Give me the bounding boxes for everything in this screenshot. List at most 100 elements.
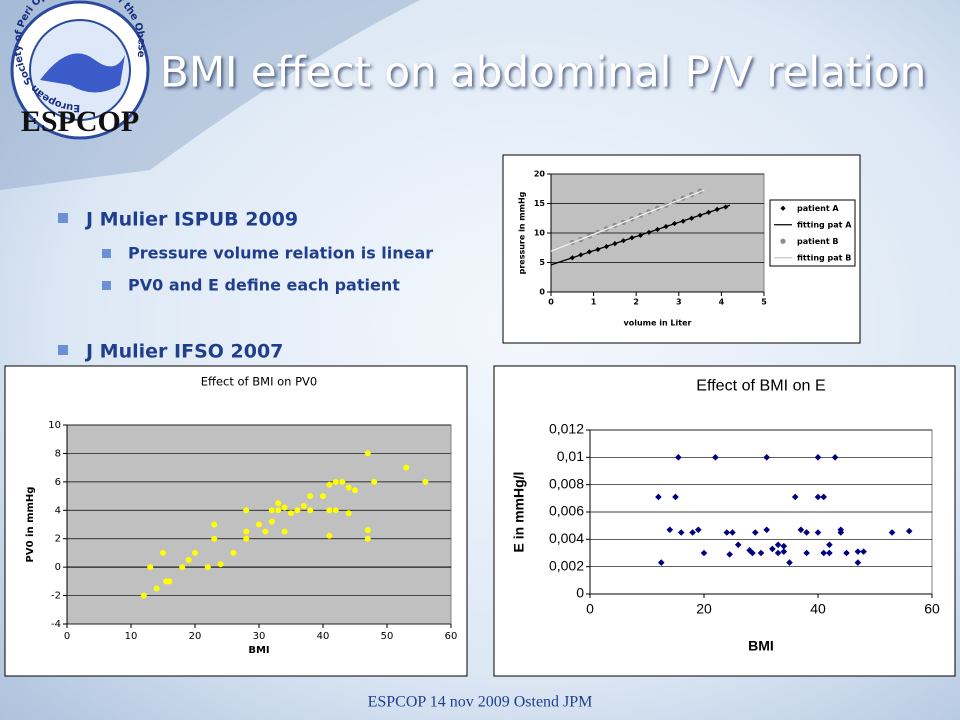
y-tick-label: 5	[539, 258, 545, 267]
y-tick-label: 10	[48, 420, 61, 431]
legend-label: patient B	[797, 237, 839, 246]
chart: -4 -2 0 2 4 6 8 10 0 10 20 30 40 50 60 Effect of BMI on…	[4, 365, 468, 677]
point	[268, 518, 275, 525]
point	[422, 478, 429, 485]
point	[339, 478, 346, 485]
y-tick-label: 2	[55, 534, 61, 545]
point	[230, 549, 237, 556]
chart-title: Effect of BMI on E	[696, 376, 826, 394]
x-axis-label: BMI	[248, 645, 269, 656]
point	[797, 526, 805, 534]
point	[332, 478, 339, 485]
bullet-text: J Mulier IFSO 2007	[84, 341, 283, 363]
point	[345, 510, 352, 517]
point	[854, 548, 862, 555]
bullet-text: Pressure volume relation is linear	[128, 244, 433, 263]
point	[140, 592, 147, 599]
point	[243, 507, 250, 514]
y-tick-label: 0	[539, 288, 545, 297]
point	[364, 535, 371, 542]
point	[803, 529, 810, 536]
point	[326, 532, 333, 539]
point	[364, 527, 371, 534]
y-tick-label: -2	[51, 591, 61, 602]
point	[326, 507, 333, 514]
point	[211, 535, 218, 542]
point	[763, 454, 770, 461]
point	[826, 541, 833, 549]
x-tick-label: 60	[924, 601, 940, 617]
point	[820, 549, 827, 557]
point	[791, 493, 799, 501]
x-tick-label: 5	[761, 298, 767, 307]
point	[192, 549, 198, 556]
point	[780, 548, 788, 555]
point	[179, 564, 186, 571]
bullet	[102, 249, 111, 258]
point	[332, 507, 339, 514]
bullet	[58, 345, 68, 355]
x-axis-label: volume in Liter	[624, 319, 692, 328]
x-tick-label: 50	[381, 631, 394, 642]
point	[712, 454, 719, 461]
legend-label: fitting pat B	[797, 253, 851, 262]
point	[256, 521, 262, 528]
point	[243, 528, 250, 535]
point	[243, 535, 250, 542]
point	[726, 551, 733, 558]
x-tick-label: 0	[548, 298, 554, 307]
point	[723, 529, 731, 536]
x-tick-label: 4	[719, 298, 725, 307]
point	[700, 549, 708, 557]
point	[288, 510, 294, 517]
x-tick-label: 0	[64, 631, 70, 642]
point	[364, 450, 371, 457]
point	[695, 526, 702, 534]
chart: 0 0,002 0,004 0,006 0,008 0,01 0,012 0 20 40 60 Eff…	[493, 365, 956, 677]
point	[307, 493, 314, 500]
x-tick-label: 40	[317, 631, 330, 642]
point	[820, 493, 827, 501]
point	[675, 454, 682, 461]
point	[281, 504, 288, 511]
point	[217, 561, 224, 568]
x-tick-label: 20	[696, 601, 712, 617]
point	[780, 542, 788, 550]
fit-line	[550, 204, 731, 266]
y-tick-label: 0	[55, 562, 61, 573]
point	[774, 549, 782, 557]
point	[814, 529, 822, 536]
point	[326, 481, 333, 488]
y-axis-label: PV0 in mmHg	[25, 487, 36, 563]
bullet	[58, 213, 68, 223]
y-tick-label: 0	[576, 585, 584, 601]
point	[905, 527, 913, 535]
y-tick-label: 15	[534, 199, 546, 208]
fit-line	[550, 189, 705, 252]
y-tick-label: 0,01	[557, 448, 584, 464]
point	[786, 559, 793, 566]
point	[854, 559, 862, 566]
y-tick-label: 0,004	[549, 530, 584, 546]
point	[814, 454, 822, 461]
x-tick-label: 60	[445, 631, 458, 642]
x-axis-label: BMI	[748, 638, 774, 654]
point	[403, 464, 410, 471]
point	[729, 529, 736, 536]
point	[757, 549, 765, 557]
point	[843, 549, 850, 557]
point	[734, 541, 742, 549]
point	[275, 507, 282, 514]
x-tick-label: 0	[586, 601, 594, 617]
point	[147, 564, 154, 571]
point	[294, 507, 301, 514]
x-tick-label: 30	[253, 631, 266, 642]
point	[166, 578, 173, 585]
point	[672, 493, 679, 501]
point	[281, 528, 288, 535]
x-tick-label: 3	[676, 298, 682, 307]
point	[275, 500, 282, 507]
y-tick-label: 8	[55, 448, 61, 459]
point	[689, 529, 696, 536]
